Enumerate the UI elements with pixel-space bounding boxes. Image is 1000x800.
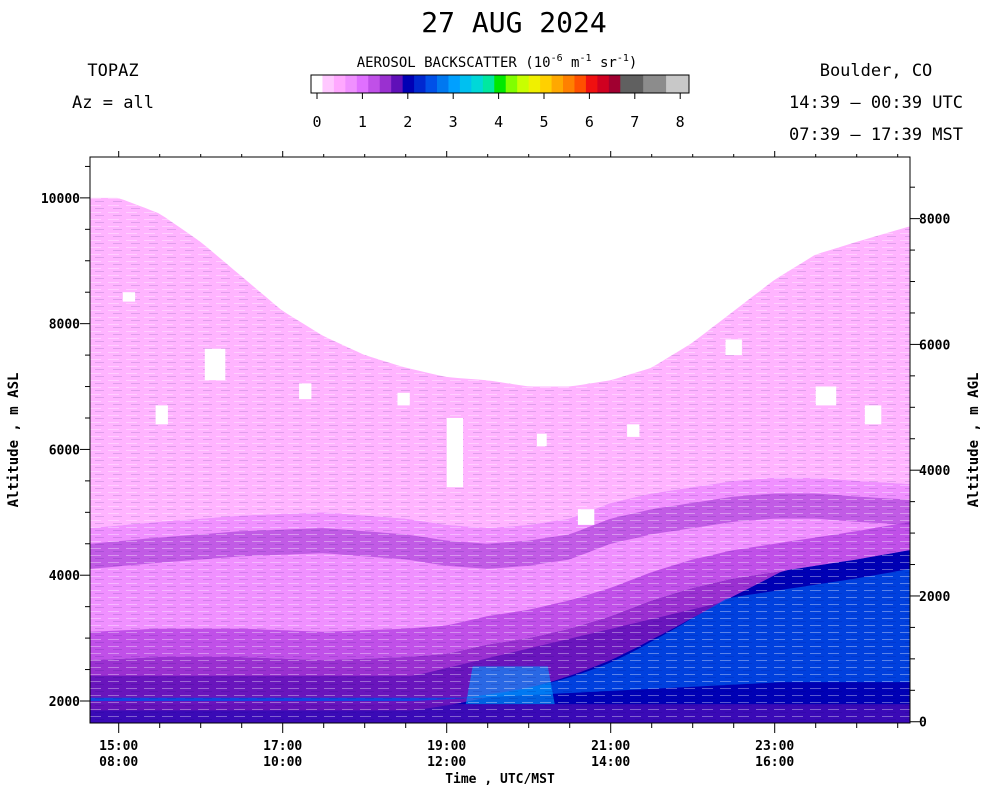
plot-area <box>90 197 910 723</box>
instrument-name: TOPAZ <box>87 61 138 81</box>
data-gap <box>122 292 136 302</box>
colorbar-swatch <box>425 75 438 93</box>
colorbar-swatch <box>631 75 644 93</box>
colorbar-swatch <box>494 75 507 93</box>
colorbar-swatch <box>597 75 610 93</box>
data-gap <box>864 405 882 425</box>
time-range-mst: 07:39 – 17:39 MST <box>789 125 963 145</box>
colorbar-swatch <box>540 75 552 93</box>
colorbar-swatch <box>402 75 415 93</box>
x-tick-label-utc: 17:00 <box>263 739 302 754</box>
colorbar-swatch <box>437 75 449 93</box>
colorbar-swatch <box>608 75 621 93</box>
data-gap <box>397 392 410 406</box>
colorbar-tick-label: 3 <box>449 113 458 131</box>
y-right-tick-label: 0 <box>919 716 927 731</box>
x-tick-label-utc: 15:00 <box>99 739 138 754</box>
y-left-tick-label: 2000 <box>49 695 80 710</box>
colorbar-swatch <box>471 75 484 93</box>
colorbar-swatch <box>345 75 358 93</box>
colorbar-swatch <box>574 75 587 93</box>
colorbar-ticks: 0 1 2 3 4 5 6 7 8 <box>312 93 685 131</box>
colorbar-swatch <box>620 75 633 93</box>
time-range-utc: 14:39 – 00:39 UTC <box>789 93 963 113</box>
colorbar-swatch <box>368 75 381 93</box>
x-tick-label-mst: 16:00 <box>755 755 794 770</box>
colorbar-swatch <box>391 75 404 93</box>
colorbar-swatches <box>311 75 690 93</box>
y-left-tick-label: 10000 <box>41 192 80 207</box>
colorbar-swatch <box>311 75 323 93</box>
y-left-tick-label: 4000 <box>49 569 80 584</box>
colorbar-swatch <box>528 75 541 93</box>
y-right-tick-label: 6000 <box>919 338 950 353</box>
colorbar-swatch <box>482 75 495 93</box>
colorbar-swatch <box>356 75 369 93</box>
x-tick-label-utc: 23:00 <box>755 739 794 754</box>
y-axis-right-title: Altitude , m AGL <box>966 373 982 508</box>
y-axis-left: 2000 4000 6000 8000 10000 <box>41 165 90 710</box>
colorbar-tick-label: 0 <box>312 113 321 131</box>
y-axis-right: 0 2000 4000 6000 8000 <box>910 186 950 731</box>
colorbar-swatch <box>643 75 656 93</box>
colorbar-swatch <box>563 75 575 93</box>
colorbar-swatch <box>459 75 472 93</box>
azimuth-label: Az = all <box>72 93 154 113</box>
y-left-tick-label: 6000 <box>49 443 80 458</box>
colorbar-title: AEROSOL BACKSCATTER (10-6 m-1 sr-1) <box>357 53 638 71</box>
data-gap <box>446 418 464 488</box>
data-gap <box>155 405 168 425</box>
data-gap <box>627 424 640 437</box>
x-tick-label-mst: 12:00 <box>427 755 466 770</box>
y-right-tick-label: 4000 <box>919 464 950 479</box>
colorbar-tick-label: 5 <box>539 113 548 131</box>
colorbar-swatch <box>551 75 564 93</box>
y-right-tick-label: 2000 <box>919 590 950 605</box>
colorbar-swatch <box>677 75 690 93</box>
x-tick-label-mst: 08:00 <box>99 755 138 770</box>
colorbar-tick-label: 1 <box>358 113 367 131</box>
colorbar-tick-label: 8 <box>676 113 685 131</box>
colorbar-swatch <box>585 75 598 93</box>
data-gap <box>204 348 226 381</box>
x-tick-label-utc: 21:00 <box>591 739 630 754</box>
backscatter-texture <box>90 197 910 723</box>
colorbar-swatch <box>379 75 392 93</box>
colorbar-swatch <box>322 75 335 93</box>
colorbar-swatch <box>333 75 346 93</box>
colorbar: AEROSOL BACKSCATTER (10-6 m-1 sr-1) 0 1 2 3… <box>310 53 690 131</box>
x-tick-label-mst: 10:00 <box>263 755 302 770</box>
colorbar-swatch <box>505 75 518 93</box>
location-label: Boulder, CO <box>820 61 933 81</box>
colorbar-swatch <box>666 75 678 93</box>
colorbar-tick-label: 7 <box>630 113 639 131</box>
x-axis-title: Time , UTC/MST <box>445 772 555 787</box>
x-tick-label-mst: 14:00 <box>591 755 630 770</box>
data-gap <box>536 433 547 447</box>
colorbar-swatch <box>517 75 530 93</box>
plot-frame <box>89 156 911 724</box>
colorbar-frame <box>310 74 690 94</box>
y-left-tick-label: 8000 <box>49 318 80 333</box>
y-right-tick-label: 8000 <box>919 213 950 228</box>
data-gap <box>577 509 595 525</box>
colorbar-swatch <box>448 75 461 93</box>
data-gap <box>299 383 312 400</box>
colorbar-swatch <box>654 75 667 93</box>
colorbar-tick-label: 4 <box>494 113 503 131</box>
data-gap <box>815 386 837 406</box>
x-tick-label-utc: 19:00 <box>427 739 466 754</box>
y-axis-left-title: Altitude , m ASL <box>6 373 22 508</box>
colorbar-tick-label: 2 <box>403 113 412 131</box>
colorbar-tick-label: 6 <box>585 113 594 131</box>
chart-title: 27 AUG 2024 <box>421 6 606 39</box>
data-gap <box>725 339 742 356</box>
colorbar-swatch <box>414 75 426 93</box>
